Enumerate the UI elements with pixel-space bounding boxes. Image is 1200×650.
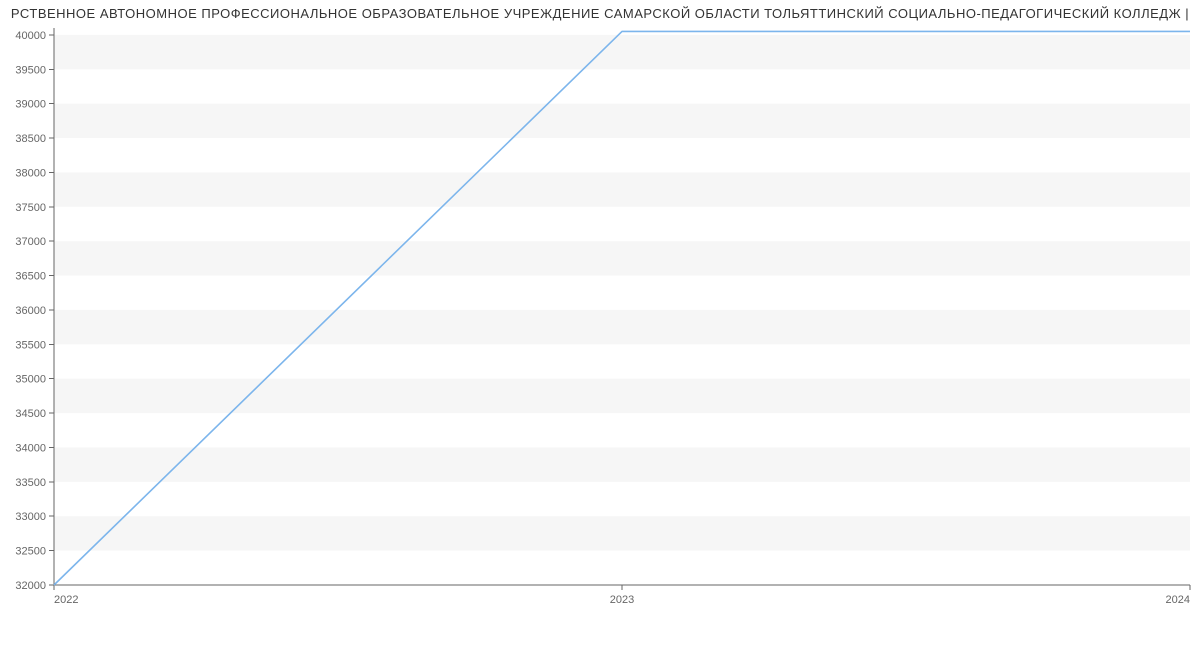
svg-text:36000: 36000	[15, 305, 46, 317]
chart-container: РСТВЕННОЕ АВТОНОМНОЕ ПРОФЕССИОНАЛЬНОЕ ОБ…	[0, 0, 1200, 650]
svg-text:2022: 2022	[54, 594, 78, 606]
svg-text:37000: 37000	[15, 236, 46, 248]
svg-text:38000: 38000	[15, 167, 46, 179]
svg-text:39000: 39000	[15, 99, 46, 111]
svg-text:33000: 33000	[15, 511, 46, 523]
svg-text:38500: 38500	[15, 133, 46, 145]
svg-text:2023: 2023	[610, 594, 634, 606]
svg-text:2024: 2024	[1166, 594, 1190, 606]
svg-text:35500: 35500	[15, 339, 46, 351]
svg-text:35000: 35000	[15, 374, 46, 386]
svg-text:32500: 32500	[15, 546, 46, 558]
svg-text:40000: 40000	[15, 30, 46, 42]
line-chart: 32000 32500 33000 33500 34000 34500 35000 35500…	[0, 0, 1200, 650]
svg-text:36500: 36500	[15, 271, 46, 283]
svg-text:32000: 32000	[15, 580, 46, 592]
svg-text:34000: 34000	[15, 442, 46, 454]
svg-text:34500: 34500	[15, 408, 46, 420]
svg-text:39500: 39500	[15, 64, 46, 76]
svg-text:33500: 33500	[15, 477, 46, 489]
svg-text:37500: 37500	[15, 202, 46, 214]
